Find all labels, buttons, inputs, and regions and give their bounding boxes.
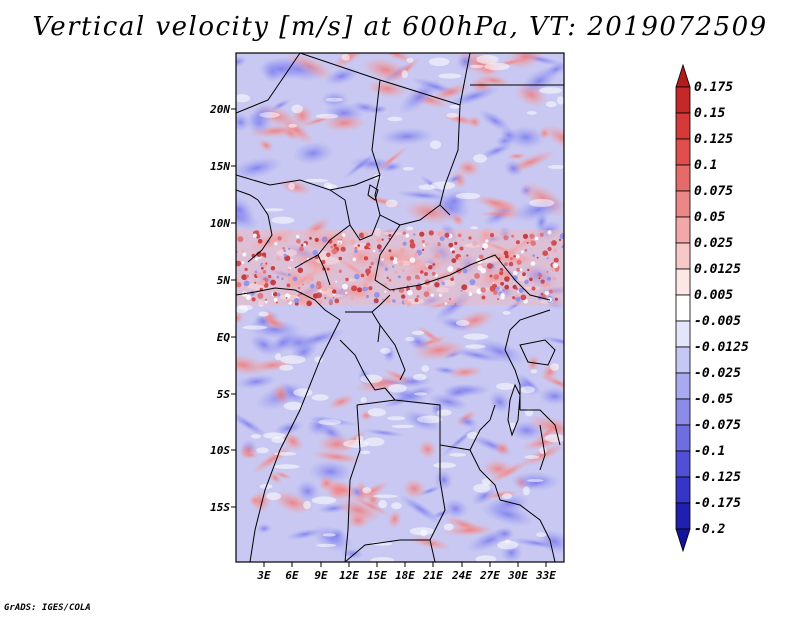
convective-band — [236, 230, 564, 307]
colorbar-label: -0.005 — [694, 314, 741, 329]
lat-label: 5S — [216, 388, 230, 401]
lon-label: 33E — [536, 569, 556, 582]
colorbar-label: 0.005 — [694, 288, 734, 303]
colorbar-segment — [675, 268, 691, 296]
colorbar-label: 0.125 — [694, 132, 734, 147]
colorbar-segment — [675, 424, 691, 452]
lon-label: 3E — [257, 569, 271, 582]
map-frame — [235, 52, 565, 563]
lakes — [367, 184, 556, 471]
colorbar-segment — [675, 294, 691, 322]
colorbar-label: -0.0125 — [694, 340, 749, 355]
colorbar-segment — [675, 372, 691, 400]
colorbar-label: -0.1 — [694, 444, 726, 459]
lat-label: EQ — [216, 331, 230, 344]
lon-label: 18E — [395, 569, 415, 582]
colorbar-segment — [675, 398, 691, 426]
colorbar-label: -0.175 — [694, 496, 741, 511]
lon-ticks — [263, 562, 547, 567]
colorbar-label: 0.025 — [694, 236, 734, 251]
colorbar-label: 0.175 — [694, 80, 734, 95]
colorbar-segment — [675, 164, 691, 192]
colorbar-segment — [675, 502, 691, 530]
colorbar-label: -0.2 — [694, 522, 726, 537]
colorbar-cap-top — [675, 63, 691, 88]
lon-label: 9E — [314, 569, 328, 582]
lat-ticks — [231, 108, 236, 508]
lon-label: 12E — [339, 569, 359, 582]
lon-label: 21E — [423, 569, 443, 582]
lon-label: 27E — [480, 569, 500, 582]
lat-label: 15S — [210, 501, 230, 514]
lat-label: 5N — [216, 274, 230, 287]
colorbar-label: 0.1 — [694, 158, 718, 173]
colorbar-label: -0.125 — [694, 470, 741, 485]
lon-label: 24E — [452, 569, 472, 582]
lat-label: 10S — [210, 444, 230, 457]
colorbar-segment — [675, 476, 691, 504]
lon-label: 6E — [285, 569, 299, 582]
lon-label: 15E — [367, 569, 387, 582]
colorbar-label: 0.0125 — [694, 262, 741, 277]
country-borders — [236, 53, 564, 562]
colorbar-segment — [675, 320, 691, 348]
colorbar-label: 0.05 — [694, 210, 726, 225]
colorbar-label: 0.075 — [694, 184, 734, 199]
credit-text: GrADS: IGES/COLA — [4, 603, 91, 613]
colorbar-label: -0.075 — [694, 418, 741, 433]
colorbar-label: 0.15 — [694, 106, 726, 121]
lon-label: 30E — [508, 569, 528, 582]
lat-label: 20N — [210, 103, 230, 116]
lat-label: 10N — [210, 217, 230, 230]
colorbar-label: -0.025 — [694, 366, 741, 381]
chart-title: Vertical velocity [m/s] at 600hPa, VT: 2… — [32, 12, 768, 42]
colorbar-segment — [675, 242, 691, 270]
colorbar-segment — [675, 112, 691, 140]
colorbar-cap-bottom — [675, 528, 691, 553]
colorbar-segment — [675, 190, 691, 218]
colorbar-segment — [675, 450, 691, 478]
velocity-field — [236, 53, 564, 562]
colorbar-segment — [675, 138, 691, 166]
colorbar-segment — [675, 86, 691, 114]
colorbar-segment — [675, 216, 691, 244]
colorbar-label: -0.05 — [694, 392, 734, 407]
lat-label: 15N — [210, 160, 230, 173]
colorbar-segment — [675, 346, 691, 374]
